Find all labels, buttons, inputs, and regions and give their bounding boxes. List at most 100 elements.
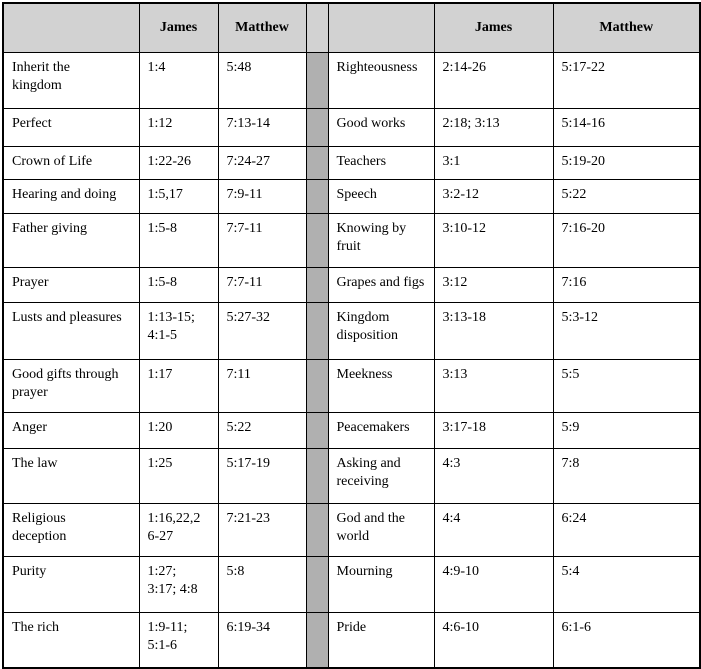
- left-matthew-ref-cell: 5:22: [217, 412, 307, 449]
- left-topic-cell: Inherit the kingdom: [2, 52, 140, 109]
- left-matthew-ref-cell: 7:11: [217, 359, 307, 413]
- right-james-ref-cell: 4:3: [433, 448, 554, 504]
- right-topic-cell: Kingdom disposition: [327, 302, 435, 360]
- right-topic-cell: Meekness: [327, 359, 435, 413]
- table-row: Purity 1:27; 3:17; 4:8 5:8 Mourning 4:9-…: [2, 556, 701, 613]
- left-topic-cell: Good gifts through prayer: [2, 359, 140, 413]
- right-james-ref-cell: 2:18; 3:13: [433, 108, 554, 147]
- header-left-topic: [2, 2, 140, 53]
- divider-cell: [305, 302, 329, 360]
- right-james-ref-cell: 4:9-10: [433, 556, 554, 613]
- right-topic-cell: Mourning: [327, 556, 435, 613]
- right-topic-cell: Peacemakers: [327, 412, 435, 449]
- left-matthew-ref-cell: 7:21-23: [217, 503, 307, 557]
- header-right-topic: [327, 2, 435, 53]
- right-james-ref-cell: 4:6-10: [433, 612, 554, 668]
- left-matthew-ref-cell: 7:7-11: [217, 267, 307, 303]
- left-matthew-ref-cell: 7:24-27: [217, 146, 307, 180]
- table-row: Prayer 1:5-8 7:7-11 Grapes and figs 3:12…: [2, 267, 701, 303]
- table-row: Lusts and pleasures 1:13-15; 4:1-5 5:27-…: [2, 302, 701, 360]
- table-row: Father giving 1:5-8 7:7-11 Knowing by fr…: [2, 213, 701, 268]
- right-james-ref-cell: 3:10-12: [433, 213, 554, 268]
- left-matthew-ref-cell: 6:19-34: [217, 612, 307, 668]
- right-james-ref-cell: 3:2-12: [433, 179, 554, 214]
- right-matthew-ref-cell: 7:8: [552, 448, 701, 504]
- right-topic-cell: God and the world: [327, 503, 435, 557]
- right-matthew-ref-cell: 5:17-22: [552, 52, 701, 109]
- left-topic-cell: Religious deception: [2, 503, 140, 557]
- left-james-ref-cell: 1:17: [138, 359, 219, 413]
- header-divider-cell: [305, 2, 329, 53]
- left-matthew-ref-cell: 7:9-11: [217, 179, 307, 214]
- right-james-ref-cell: 3:17-18: [433, 412, 554, 449]
- left-matthew-ref-cell: 5:27-32: [217, 302, 307, 360]
- right-matthew-ref-cell: 5:14-16: [552, 108, 701, 147]
- right-topic-cell: Speech: [327, 179, 435, 214]
- right-topic-cell: Pride: [327, 612, 435, 668]
- left-matthew-ref-cell: 7:7-11: [217, 213, 307, 268]
- right-matthew-ref-cell: 5:22: [552, 179, 701, 214]
- divider-cell: [305, 412, 329, 449]
- right-topic-cell: Teachers: [327, 146, 435, 180]
- left-matthew-ref-cell: 5:8: [217, 556, 307, 613]
- right-matthew-ref-cell: 5:9: [552, 412, 701, 449]
- divider-cell: [305, 146, 329, 180]
- left-topic-cell: Prayer: [2, 267, 140, 303]
- table-row: Hearing and doing 1:5,17 7:9-11 Speech 3…: [2, 179, 701, 214]
- left-james-ref-cell: 1:13-15; 4:1-5: [138, 302, 219, 360]
- divider-cell: [305, 556, 329, 613]
- divider-cell: [305, 503, 329, 557]
- table-row: The rich 1:9-11; 5:1-6 6:19-34 Pride 4:6…: [2, 612, 701, 668]
- left-topic-cell: Purity: [2, 556, 140, 613]
- left-james-ref-cell: 1:25: [138, 448, 219, 504]
- divider-cell: [305, 448, 329, 504]
- right-topic-cell: Good works: [327, 108, 435, 147]
- header-right-matthew: Matthew: [552, 2, 701, 53]
- left-matthew-ref-cell: 5:48: [217, 52, 307, 109]
- left-topic-cell: Perfect: [2, 108, 140, 147]
- left-topic-cell: Lusts and pleasures: [2, 302, 140, 360]
- header-row: James Matthew James Matthew: [2, 2, 701, 53]
- header-right-james: James: [433, 2, 554, 53]
- left-james-ref-cell: 1:27; 3:17; 4:8: [138, 556, 219, 613]
- header-left-james: James: [138, 2, 219, 53]
- left-james-ref-cell: 1:5-8: [138, 267, 219, 303]
- right-james-ref-cell: 3:1: [433, 146, 554, 180]
- table-row: Religious deception 1:16,22,2 6-27 7:21-…: [2, 503, 701, 557]
- table-row: Anger 1:20 5:22 Peacemakers 3:17-18 5:9: [2, 412, 701, 449]
- divider-cell: [305, 179, 329, 214]
- right-matthew-ref-cell: 7:16: [552, 267, 701, 303]
- divider-cell: [305, 359, 329, 413]
- table-row: Crown of Life 1:22-26 7:24-27 Teachers 3…: [2, 146, 701, 180]
- left-topic-cell: The law: [2, 448, 140, 504]
- divider-cell: [305, 52, 329, 109]
- divider-cell: [305, 612, 329, 668]
- divider-cell: [305, 213, 329, 268]
- right-topic-cell: Grapes and figs: [327, 267, 435, 303]
- right-james-ref-cell: 2:14-26: [433, 52, 554, 109]
- left-james-ref-cell: 1:4: [138, 52, 219, 109]
- table-row: Inherit the kingdom 1:4 5:48 Righteousne…: [2, 52, 701, 109]
- left-matthew-ref-cell: 7:13-14: [217, 108, 307, 147]
- right-james-ref-cell: 3:12: [433, 267, 554, 303]
- left-topic-cell: The rich: [2, 612, 140, 668]
- table-row: Perfect 1:12 7:13-14 Good works 2:18; 3:…: [2, 108, 701, 147]
- divider-cell: [305, 267, 329, 303]
- table-row: Good gifts through prayer 1:17 7:11 Meek…: [2, 359, 701, 413]
- right-matthew-ref-cell: 6:24: [552, 503, 701, 557]
- header-left-matthew: Matthew: [217, 2, 307, 53]
- right-james-ref-cell: 3:13: [433, 359, 554, 413]
- left-james-ref-cell: 1:20: [138, 412, 219, 449]
- right-topic-cell: Righteousness: [327, 52, 435, 109]
- left-james-ref-cell: 1:5,17: [138, 179, 219, 214]
- left-topic-cell: Crown of Life: [2, 146, 140, 180]
- right-james-ref-cell: 4:4: [433, 503, 554, 557]
- right-topic-cell: Knowing by fruit: [327, 213, 435, 268]
- right-matthew-ref-cell: 6:1-6: [552, 612, 701, 668]
- left-matthew-ref-cell: 5:17-19: [217, 448, 307, 504]
- left-james-ref-cell: 1:22-26: [138, 146, 219, 180]
- right-matthew-ref-cell: 7:16-20: [552, 213, 701, 268]
- right-matthew-ref-cell: 5:3-12: [552, 302, 701, 360]
- left-topic-cell: Hearing and doing: [2, 179, 140, 214]
